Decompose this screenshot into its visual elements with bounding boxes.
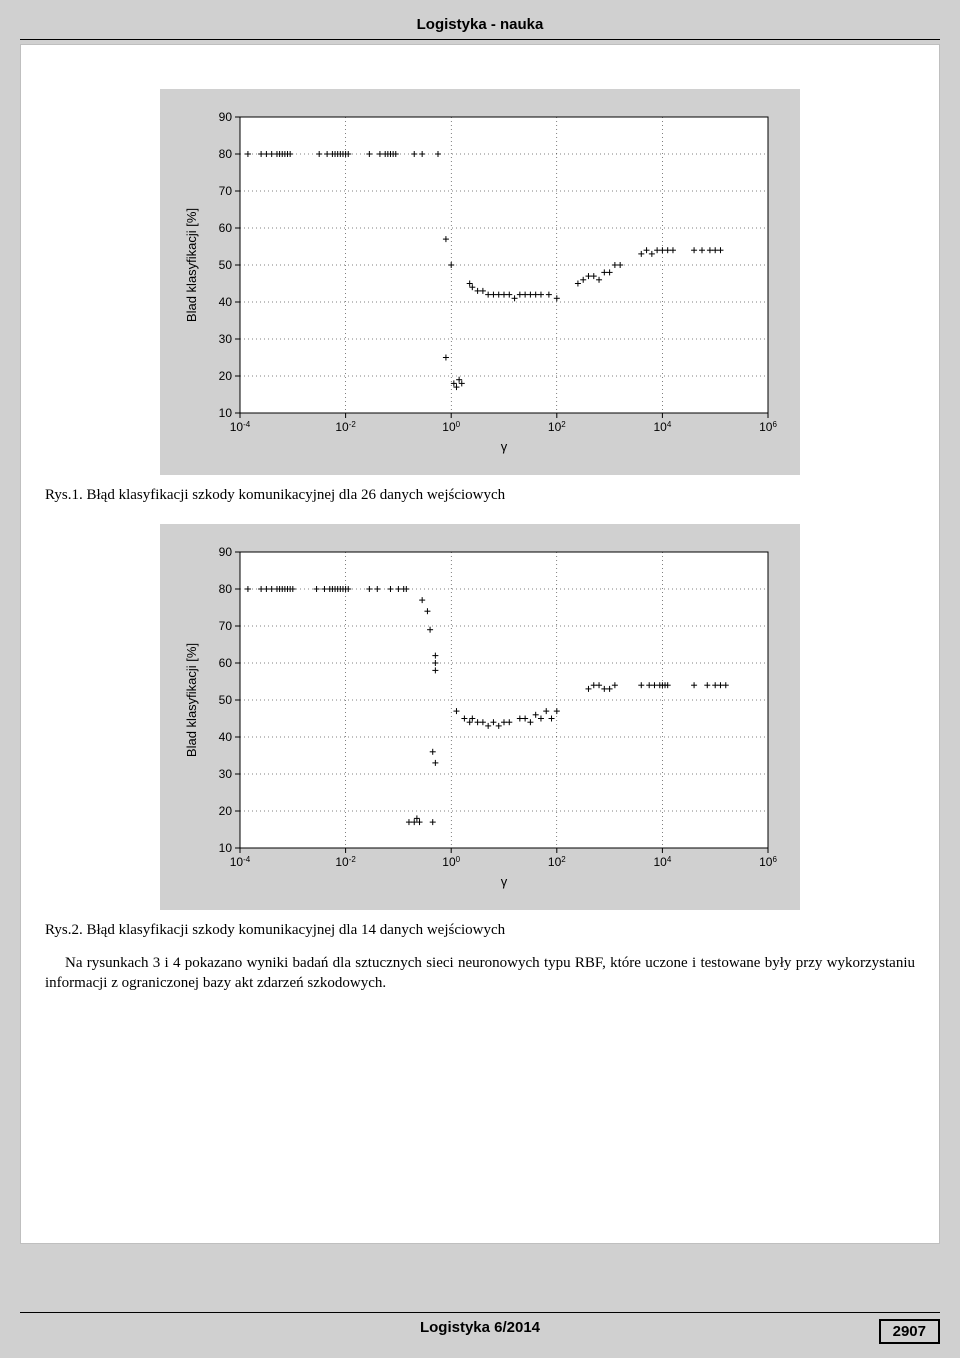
svg-text:70: 70 (219, 184, 233, 198)
svg-text:60: 60 (219, 656, 233, 670)
svg-text:60: 60 (219, 221, 233, 235)
svg-text:Blad klasyfikacji [%]: Blad klasyfikacji [%] (184, 208, 199, 322)
figure-1-frame: 10-4 10-2 100 102 104 106 10 20 30 40 50 60 70 80 90 γ B… (160, 89, 800, 475)
page-number: 2907 (879, 1319, 940, 1344)
svg-text:106: 106 (759, 855, 777, 870)
content-panel: 10-4 10-2 100 102 104 106 10 20 30 40 50 60 70 80 90 γ B… (20, 44, 940, 1244)
svg-text:90: 90 (219, 545, 233, 559)
svg-text:104: 104 (653, 855, 671, 870)
svg-text:10-2: 10-2 (335, 420, 356, 435)
svg-text:10: 10 (219, 841, 233, 855)
svg-text:10-4: 10-4 (230, 855, 251, 870)
svg-text:10-2: 10-2 (335, 855, 356, 870)
svg-text:102: 102 (548, 855, 566, 870)
svg-text:20: 20 (219, 369, 233, 383)
footer-title: Logistyka 6/2014 (420, 1319, 540, 1336)
figure-2-wrap: 10-4 10-2 100 102 104 106 10 20 30 40 50 60 70 80 90 γ B… (45, 524, 915, 910)
figure-2-chart: 10-4 10-2 100 102 104 106 10 20 30 40 50 60 70 80 90 γ B… (178, 542, 782, 892)
svg-text:70: 70 (219, 619, 233, 633)
page-footer: Logistyka 6/2014 2907 (20, 1312, 940, 1336)
svg-text:Blad klasyfikacji [%]: Blad klasyfikacji [%] (184, 643, 199, 757)
svg-text:80: 80 (219, 582, 233, 596)
body-paragraph: Na rysunkach 3 i 4 pokazano wyniki badań… (45, 953, 915, 994)
svg-text:104: 104 (653, 420, 671, 435)
svg-text:100: 100 (442, 420, 460, 435)
svg-text:40: 40 (219, 295, 233, 309)
svg-text:30: 30 (219, 332, 233, 346)
page-header: Logistyka - nauka (20, 16, 940, 40)
figure-1-wrap: 10-4 10-2 100 102 104 106 10 20 30 40 50 60 70 80 90 γ B… (45, 89, 915, 475)
svg-text:100: 100 (442, 855, 460, 870)
svg-text:10-4: 10-4 (230, 420, 251, 435)
figure-2-caption: Rys.2. Błąd klasyfikacji szkody komunika… (45, 922, 915, 939)
svg-text:γ: γ (501, 874, 508, 889)
figure-1-chart: 10-4 10-2 100 102 104 106 10 20 30 40 50 60 70 80 90 γ B… (178, 107, 782, 457)
svg-text:40: 40 (219, 730, 233, 744)
figure-2-frame: 10-4 10-2 100 102 104 106 10 20 30 40 50 60 70 80 90 γ B… (160, 524, 800, 910)
svg-text:10: 10 (219, 406, 233, 420)
svg-text:90: 90 (219, 110, 233, 124)
svg-text:102: 102 (548, 420, 566, 435)
svg-text:20: 20 (219, 804, 233, 818)
svg-text:50: 50 (219, 693, 233, 707)
header-title: Logistyka - nauka (417, 16, 544, 33)
svg-text:γ: γ (501, 439, 508, 454)
svg-text:106: 106 (759, 420, 777, 435)
svg-text:30: 30 (219, 767, 233, 781)
svg-text:80: 80 (219, 147, 233, 161)
figure-1-caption: Rys.1. Błąd klasyfikacji szkody komunika… (45, 487, 915, 504)
svg-text:50: 50 (219, 258, 233, 272)
